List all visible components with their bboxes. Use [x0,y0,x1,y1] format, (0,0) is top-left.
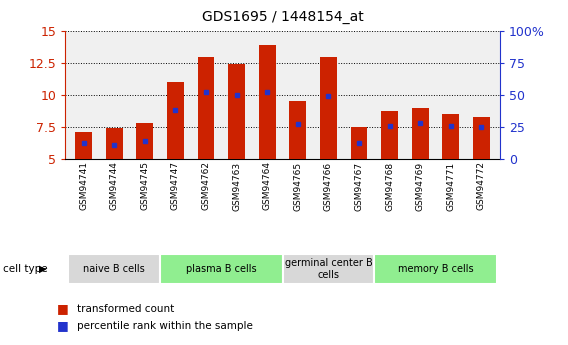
Bar [76,132,92,159]
FancyBboxPatch shape [374,254,497,284]
Bar [320,57,337,159]
Bar [290,101,306,159]
Bar [412,108,429,159]
Bar [136,123,153,159]
Text: ■: ■ [57,319,69,333]
Bar [381,111,398,159]
FancyBboxPatch shape [68,254,160,284]
FancyBboxPatch shape [160,254,283,284]
Text: plasma B cells: plasma B cells [186,264,257,274]
Text: germinal center B
cells: germinal center B cells [285,258,373,280]
Text: cell type: cell type [3,264,48,274]
Bar [167,82,184,159]
Bar [259,45,275,159]
Bar [442,114,460,159]
Bar [228,64,245,159]
Text: naive B cells: naive B cells [83,264,145,274]
Text: ▶: ▶ [39,264,46,274]
Bar [198,57,215,159]
FancyBboxPatch shape [283,254,374,284]
Text: ■: ■ [57,302,69,315]
Text: GDS1695 / 1448154_at: GDS1695 / 1448154_at [202,10,364,24]
Text: percentile rank within the sample: percentile rank within the sample [77,321,253,331]
Bar [473,117,490,159]
Bar [350,127,367,159]
Text: transformed count: transformed count [77,304,174,314]
Bar [106,128,123,159]
Text: memory B cells: memory B cells [398,264,473,274]
